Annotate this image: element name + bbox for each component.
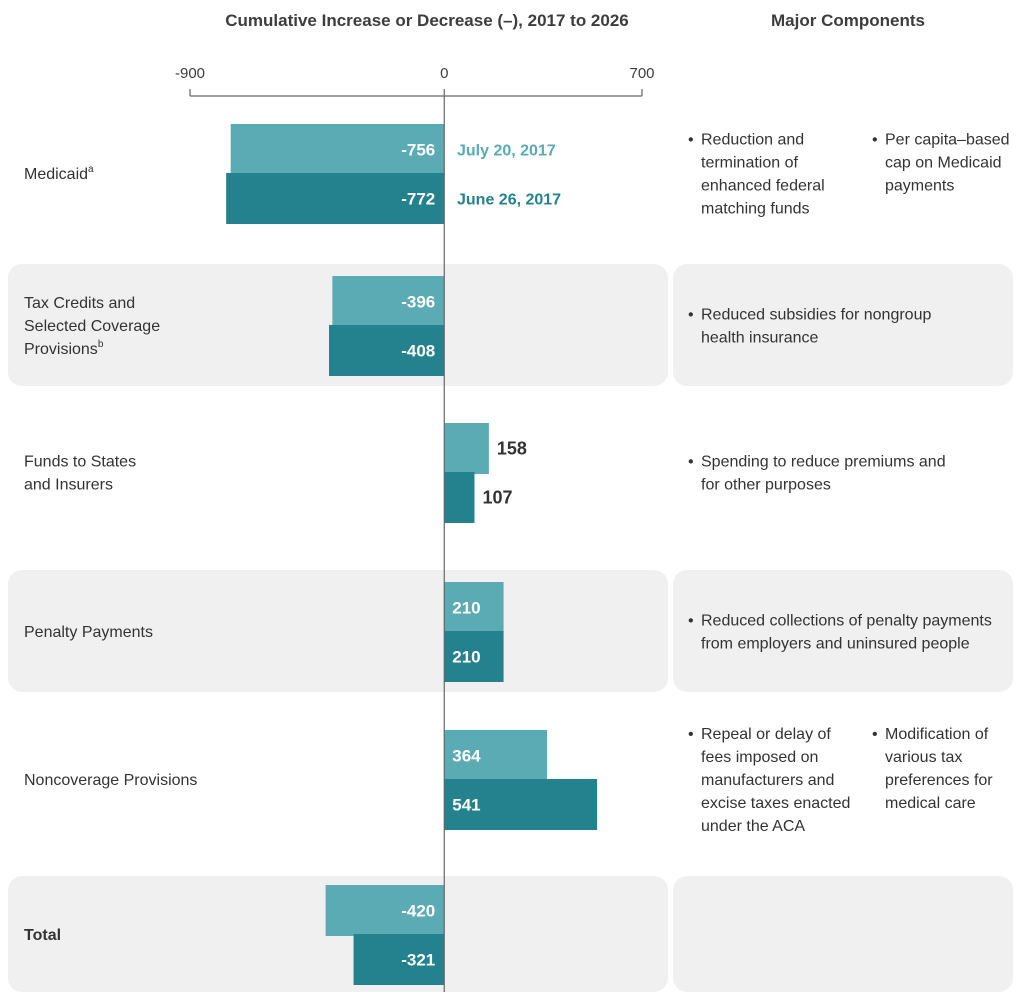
bullet-icon: • (688, 454, 694, 471)
component-text: Per capita–based cap on Medicaid payments (885, 132, 1010, 195)
legend-july-20-2017: July 20, 2017 (457, 143, 556, 160)
data-label: -396 (401, 293, 435, 312)
category-label-medicaid: Medicaida (24, 164, 94, 183)
bullet-icon: • (688, 307, 694, 324)
bar-june-26-2017-5 (353, 934, 445, 985)
chart-title: Cumulative Increase or Decrease (–), 201… (225, 11, 629, 30)
component-text: Spending to reduce premiums and for other… (701, 454, 946, 494)
data-label: -408 (401, 342, 435, 361)
x-tick-label: 0 (440, 65, 448, 82)
x-axis: -900 0 700 (175, 65, 655, 97)
category-labels: Medicaida Tax Credits and Selected Coverag… (24, 164, 197, 944)
components-header: Major Components (771, 11, 925, 30)
data-label: -321 (401, 951, 435, 970)
data-label: 541 (452, 796, 480, 815)
bullet-icon: • (872, 132, 878, 149)
component-text: Reduction and termination of enhanced fede… (701, 132, 825, 218)
data-label: 158 (497, 439, 527, 459)
bar-july-20-2017-3 (444, 582, 504, 633)
data-label: 364 (452, 747, 481, 766)
bar-june-26-2017-3 (444, 631, 504, 682)
legend-june-26-2017: June 26, 2017 (457, 192, 561, 209)
bar-july-20-2017-1 (332, 276, 445, 327)
component-text: Repeal or delay of fees imposed on manufac… (701, 726, 850, 835)
bar-june-26-2017-4 (444, 779, 598, 830)
category-label-noncoverage-provisions: Noncoverage Provisions (24, 772, 197, 789)
bars: -756 -396 158 210 364 -420 -772 -408 107 210 541 -3… (226, 96, 598, 992)
data-label: 210 (452, 599, 480, 618)
x-tick-label: 700 (629, 65, 654, 82)
data-label: 107 (482, 488, 512, 508)
bar-july-20-2017-4 (444, 730, 548, 781)
bullet-icon: • (688, 726, 694, 743)
components-band (673, 876, 1013, 992)
category-label-funds-to-states-and-insurers: Funds to States and Insurers (24, 454, 136, 494)
data-label: 210 (452, 648, 480, 667)
components-band (673, 570, 1013, 692)
x-tick-label: -900 (175, 65, 205, 82)
component-text: Reduced collections of penalty payments f… (701, 613, 992, 653)
category-label-total: Total (24, 927, 61, 944)
bar-july-20-2017-0 (230, 124, 445, 175)
category-label-penalty-payments: Penalty Payments (24, 624, 153, 641)
bar-june-26-2017-2 (444, 472, 475, 523)
bar-july-20-2017-5 (325, 885, 445, 936)
bar-july-20-2017-2 (444, 423, 489, 474)
bullet-icon: • (688, 613, 694, 630)
data-label: -420 (401, 902, 435, 921)
data-label: -772 (401, 190, 435, 209)
legend: July 20, 2017 June 26, 2017 (457, 143, 561, 209)
components: • Reduction and termination of enhanced fed… (688, 132, 1010, 836)
category-label-tax-credits-and-selected-coverage-provisions: Tax Credits and Selected Coverage Provisio… (24, 295, 160, 358)
bullet-icon: • (872, 726, 878, 743)
components-band (673, 264, 1013, 386)
bullet-icon: • (688, 132, 694, 149)
component-text: Modification of various tax preferences fo… (885, 726, 993, 812)
bar-june-26-2017-0 (226, 173, 445, 224)
bar-june-26-2017-1 (328, 325, 445, 376)
component-text: Reduced subsidies for nongroup health ins… (701, 307, 931, 347)
data-label: -756 (401, 141, 435, 160)
